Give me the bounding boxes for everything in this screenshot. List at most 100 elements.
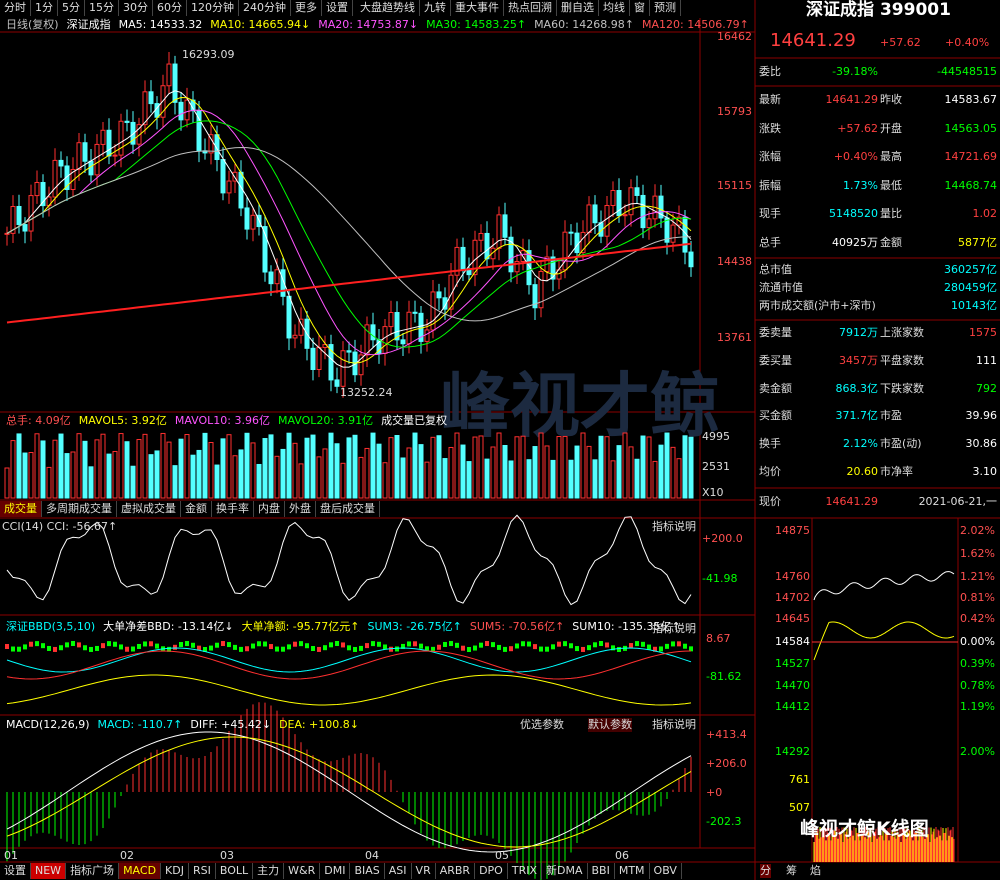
bbd-bar-decoration bbox=[233, 644, 237, 650]
period-button[interactable]: 设置 bbox=[322, 0, 353, 16]
bbd-header: 深证BBD(3,5,10) 大单净差BBD: -13.14亿↓ 大单净额: -95.… bbox=[2, 620, 685, 634]
tool-button[interactable]: 预测 bbox=[650, 0, 681, 16]
tab[interactable]: 盘后成交量 bbox=[316, 501, 380, 517]
tab[interactable]: BBI bbox=[588, 863, 615, 879]
candle-body bbox=[448, 274, 454, 310]
price-axis-label: 15793 bbox=[717, 105, 752, 118]
intraday-tab[interactable]: 筹 bbox=[786, 864, 797, 877]
tool-button[interactable]: 窗 bbox=[630, 0, 650, 16]
period-button[interactable]: 240分钟 bbox=[239, 0, 291, 16]
volume-bar-decoration bbox=[358, 456, 364, 499]
volume-bar-decoration bbox=[664, 432, 670, 499]
bbd-bar-decoration bbox=[515, 643, 519, 649]
vol-value: MAVOL5: 3.92亿 bbox=[78, 414, 167, 427]
volume-bar-decoration bbox=[142, 433, 148, 499]
tool-button[interactable]: 热点回溯 bbox=[504, 0, 557, 16]
bbd-bar-decoration bbox=[503, 646, 507, 652]
volume-bar-decoration bbox=[130, 465, 136, 499]
period-button[interactable]: 1分 bbox=[31, 0, 58, 16]
tab[interactable]: MTM bbox=[615, 863, 650, 879]
bbd-bar-decoration bbox=[203, 646, 207, 652]
tool-button[interactable]: 九转 bbox=[420, 0, 451, 16]
bbd-bar-decoration bbox=[317, 646, 321, 652]
help-button[interactable]: 指标说明 bbox=[652, 622, 696, 635]
tab[interactable]: 成交量 bbox=[0, 501, 42, 517]
quote-value: 14721.69 bbox=[944, 150, 998, 163]
bbd-bar-decoration bbox=[155, 643, 159, 649]
tool-button[interactable]: 大盘趋势线 bbox=[356, 0, 420, 16]
tab[interactable]: ASI bbox=[385, 863, 412, 879]
cci-axis-label: +200.0 bbox=[702, 532, 743, 545]
volume-bar-decoration bbox=[46, 466, 52, 499]
candle-body bbox=[490, 247, 496, 260]
tab[interactable]: 新DMA bbox=[542, 863, 588, 879]
tab[interactable]: 设置 bbox=[0, 863, 31, 879]
tab[interactable]: 金额 bbox=[181, 501, 212, 517]
macd-button[interactable]: 指标说明 bbox=[652, 718, 696, 731]
tab[interactable]: 虚拟成交量 bbox=[117, 501, 181, 517]
tab[interactable]: BIAS bbox=[350, 863, 385, 879]
candle-body bbox=[670, 224, 676, 243]
macd-button[interactable]: 默认参数 bbox=[588, 718, 632, 732]
tab[interactable]: RSI bbox=[189, 863, 216, 879]
tab[interactable]: DPO bbox=[475, 863, 508, 879]
tab[interactable]: 指标广场 bbox=[66, 863, 120, 879]
quote-value: +57.62 bbox=[837, 121, 878, 135]
tab[interactable]: NEW bbox=[31, 863, 67, 879]
tool-button[interactable]: 均线 bbox=[599, 0, 630, 16]
candle-body bbox=[124, 120, 130, 123]
quote-value: 360257亿 bbox=[944, 263, 997, 276]
volume-bar-decoration bbox=[286, 432, 292, 499]
bbd-bar-decoration bbox=[65, 642, 69, 648]
period-button[interactable]: 15分 bbox=[85, 0, 119, 16]
tool-button[interactable]: 重大事件 bbox=[451, 0, 504, 16]
period-button[interactable]: 5分 bbox=[58, 0, 85, 16]
quote-label: 两市成交额(沪市+深市) bbox=[759, 299, 876, 312]
candle-body bbox=[16, 206, 22, 226]
bbd-bar-decoration bbox=[611, 645, 615, 651]
tab[interactable]: W&R bbox=[284, 863, 321, 879]
bbd-bar-decoration bbox=[35, 641, 39, 647]
bbd-bar-decoration bbox=[89, 646, 93, 652]
period-button[interactable]: 分时 bbox=[0, 0, 31, 16]
bbd-bar-decoration bbox=[323, 645, 327, 651]
tab[interactable]: 外盘 bbox=[285, 501, 316, 517]
volume-bar-decoration bbox=[118, 433, 124, 499]
tab[interactable]: TRIX bbox=[508, 863, 542, 879]
candle-body bbox=[82, 142, 88, 162]
bbd-bar-decoration bbox=[635, 641, 639, 647]
intraday-tab[interactable]: 分 bbox=[760, 864, 771, 878]
high-annotation: 16293.09 bbox=[182, 48, 235, 61]
tab[interactable]: ARBR bbox=[436, 863, 476, 879]
tab[interactable]: DMI bbox=[320, 863, 351, 879]
bbd-bar-decoration bbox=[467, 646, 471, 652]
bbd-bar-decoration bbox=[293, 641, 297, 647]
candle-body bbox=[214, 134, 220, 161]
period-button[interactable]: 120分钟 bbox=[187, 0, 239, 16]
quote-label: 委卖量 bbox=[759, 326, 792, 339]
period-button[interactable]: 60分 bbox=[153, 0, 187, 16]
period-button[interactable]: 更多 bbox=[291, 0, 322, 16]
tab[interactable]: 内盘 bbox=[254, 501, 285, 517]
candle-body bbox=[568, 231, 574, 234]
tool-button[interactable]: 删自选 bbox=[557, 0, 599, 16]
quote-value: 14468.74 bbox=[944, 178, 998, 192]
quote-label: 金额 bbox=[880, 235, 902, 249]
volume-bar-decoration bbox=[478, 435, 484, 499]
candle-body bbox=[328, 344, 334, 381]
period-button[interactable]: 30分 bbox=[119, 0, 153, 16]
volume-bar-decoration bbox=[244, 432, 250, 499]
tab[interactable]: BOLL bbox=[216, 863, 254, 879]
indicator-line bbox=[6, 90, 692, 368]
tab[interactable]: OBV bbox=[650, 863, 682, 879]
tab[interactable]: 主力 bbox=[253, 863, 285, 879]
tab[interactable]: KDJ bbox=[161, 863, 189, 879]
help-button[interactable]: 指标说明 bbox=[652, 520, 696, 533]
macd-button[interactable]: 优选参数 bbox=[520, 718, 564, 731]
intraday-tab[interactable]: 焰 bbox=[810, 864, 821, 877]
tab[interactable]: 换手率 bbox=[212, 501, 254, 517]
tab[interactable]: VR bbox=[412, 863, 436, 879]
tab[interactable]: 多周期成交量 bbox=[42, 501, 117, 517]
tab[interactable]: MACD bbox=[119, 863, 162, 879]
